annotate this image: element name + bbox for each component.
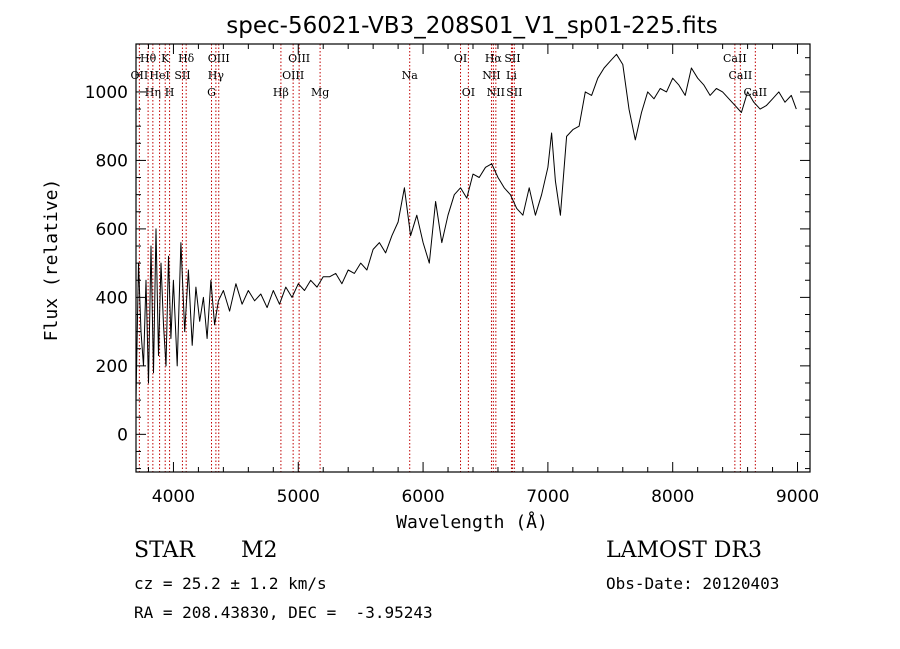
line-label: NII (487, 86, 505, 99)
redshift-readout: cz = 25.2 ± 1.2 km/s (134, 574, 327, 593)
line-label: CaII (723, 52, 747, 65)
x-tick-label: 6000 (401, 487, 444, 507)
x-tick-label: 8000 (651, 487, 694, 507)
x-axis-label: Wavelength (Å) (396, 511, 548, 533)
plot-frame (135, 43, 811, 473)
line-label: CaII (729, 69, 753, 82)
line-label: K (161, 52, 170, 65)
line-label: OIII (288, 52, 310, 65)
spectrum-line (135, 53, 797, 401)
object-class: STAR (134, 538, 195, 563)
line-label: H (165, 86, 175, 99)
line-label: Hβ (273, 86, 289, 99)
line-label: NII (482, 69, 500, 82)
line-label: SII (174, 69, 190, 82)
line-label: Mg (311, 86, 329, 99)
x-tick-label: 5000 (277, 487, 320, 507)
coordinates-readout: RA = 208.43830, DEC = -3.95243 (134, 603, 433, 622)
line-labels: Hθ OII Hη K H HeI SII Hδ OIII Hγ G Hβ OIII OIII Mg Na OI… (131, 52, 768, 99)
line-label: OI (462, 86, 475, 99)
line-label: Hγ (208, 69, 225, 82)
x-tick-label: 9000 (776, 487, 819, 507)
line-label: OIII (208, 52, 230, 65)
y-tick-label: 200 (96, 357, 128, 377)
line-label: OI (454, 52, 467, 65)
x-tick-label: 4000 (152, 487, 195, 507)
y-tick-label: 800 (96, 151, 128, 171)
line-label: SII (506, 86, 522, 99)
y-tick-label: 1000 (85, 83, 128, 103)
y-tick-label: 400 (96, 288, 128, 308)
line-label: HeI (149, 69, 169, 82)
line-label: OIII (282, 69, 304, 82)
obs-date: Obs-Date: 20120403 (606, 574, 780, 593)
line-label: OII (131, 69, 149, 82)
x-tick-label: 7000 (526, 487, 569, 507)
line-markers (138, 44, 756, 472)
line-label: G (207, 86, 216, 99)
line-label: Na (402, 69, 419, 82)
spectrum-series (135, 53, 797, 401)
line-label: Li (506, 69, 517, 82)
axis-tick-labels: 4000 5000 6000 7000 8000 9000 0 200 400 600 800 100… (85, 83, 819, 507)
line-label: Hη (145, 86, 161, 99)
line-label: SII (504, 52, 520, 65)
axis-ticks (136, 44, 810, 472)
line-label: Hδ (178, 52, 195, 65)
y-tick-label: 0 (117, 425, 128, 445)
survey-label: LAMOST DR3 (606, 538, 762, 563)
y-axis-label: Flux (relative) (41, 179, 62, 342)
y-tick-label: 600 (96, 220, 128, 240)
line-label: Hθ (140, 52, 157, 65)
line-label: CaII (743, 86, 767, 99)
line-label: Hα (485, 52, 503, 65)
chart-title: spec-56021-VB3_208S01_V1_sp01-225.fits (226, 13, 717, 39)
object-subclass: M2 (241, 538, 278, 563)
